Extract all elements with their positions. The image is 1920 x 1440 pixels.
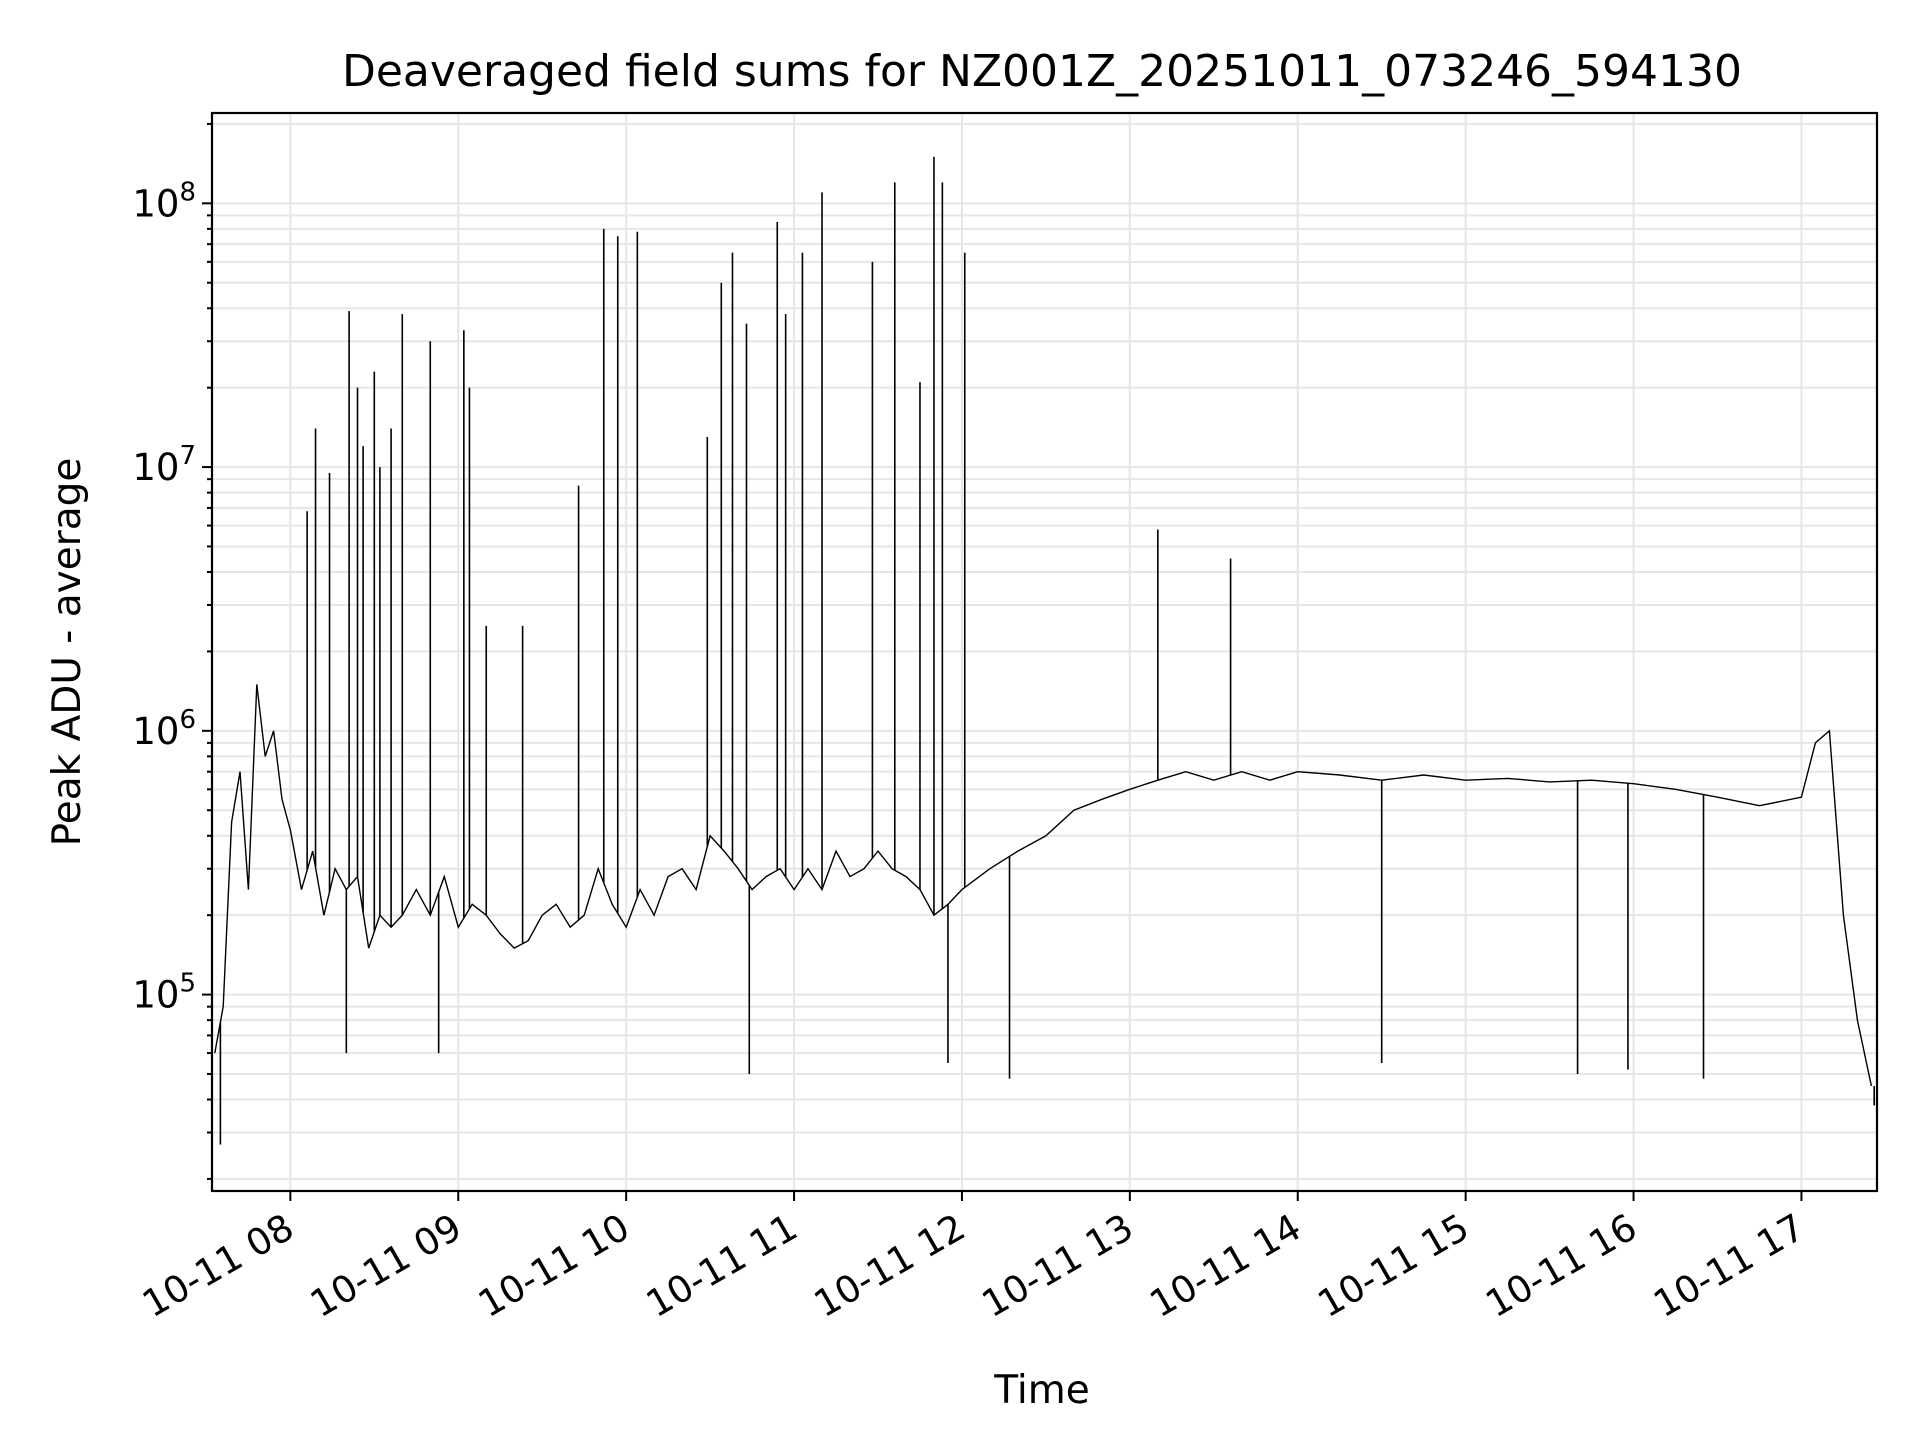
- series-line: [214, 684, 1873, 1087]
- y-tick-label: 106: [132, 705, 196, 753]
- y-tick-label: 108: [132, 177, 196, 225]
- x-axis-label: Time: [993, 1368, 1089, 1413]
- chart-title: Deaveraged field sums for NZ001Z_2025101…: [342, 46, 1742, 97]
- y-axis-label: Peak ADU - average: [45, 458, 90, 847]
- y-tick-label: 107: [132, 441, 196, 489]
- y-tick-label: 105: [132, 969, 196, 1017]
- data-trace: [214, 156, 1876, 1145]
- y-axis: 105 106 107 108: [132, 122, 212, 1180]
